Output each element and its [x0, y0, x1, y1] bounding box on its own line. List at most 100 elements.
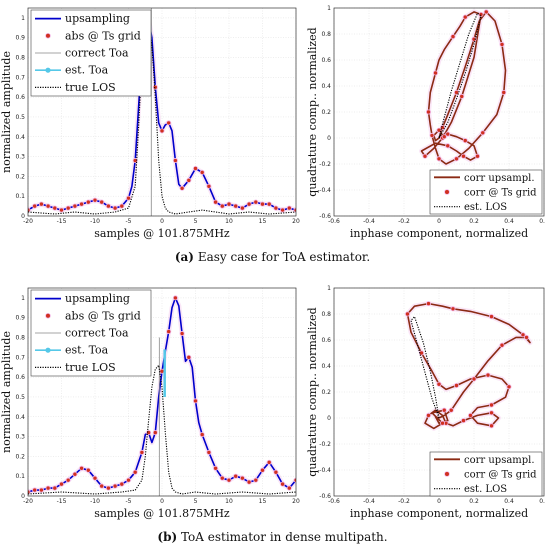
series-marker [79, 465, 85, 471]
plot-series-group [28, 295, 296, 496]
series-marker [429, 132, 435, 138]
x-tick-label: 20 [292, 498, 300, 505]
series-marker [92, 475, 98, 481]
x-tick-label: -0.2 [398, 218, 410, 225]
x-tick-label: 0.2 [469, 218, 479, 225]
legend-label: abs @ Ts grid [65, 29, 141, 42]
legend-label: est. Toa [65, 64, 109, 77]
series-marker [179, 185, 185, 191]
series-marker [239, 205, 245, 211]
legend-label: corr upsampl. [464, 173, 535, 184]
legend-label: upsampling [65, 292, 130, 305]
series-marker [425, 412, 431, 418]
series-dotted-line [28, 364, 296, 495]
caption-a-tag: (a) [174, 250, 194, 264]
series-marker [219, 475, 225, 481]
series-marker [206, 449, 212, 455]
x-tick-label: -0.6 [328, 218, 340, 225]
series-marker [467, 412, 473, 418]
legend-marker [444, 189, 450, 195]
series-marker [459, 93, 465, 99]
series-marker [436, 156, 442, 162]
plot-series-group [28, 8, 296, 216]
series-marker [126, 477, 132, 483]
series-marker [172, 158, 178, 164]
series-marker [253, 199, 259, 205]
y-tick-label: 0.6 [15, 94, 25, 101]
series-marker [273, 205, 279, 211]
series-marker [139, 449, 145, 455]
x-tick-label: -20 [23, 218, 33, 225]
caption-a: (a) Easy case for ToA estimator. [0, 250, 545, 264]
series-marker [59, 207, 65, 213]
series-marker [506, 384, 512, 390]
series-marker [186, 354, 192, 360]
series-marker [213, 465, 219, 471]
x-tick-label: -15 [57, 218, 67, 225]
series-marker [448, 407, 454, 413]
legend-label: abs @ Ts grid [65, 309, 141, 322]
axes-frame [27, 7, 297, 217]
caption-b-text: ToA estimator in dense multipath. [180, 530, 388, 544]
series-marker [501, 90, 507, 96]
y-tick-label: 1 [21, 295, 25, 302]
x-tick-label: -0.2 [398, 498, 410, 505]
y-tick-label: -0.2 [319, 161, 331, 168]
x-tick-label: 0.2 [469, 498, 479, 505]
x-axis-label: samples @ 101.875MHz [94, 227, 230, 240]
x-tick-label: -0.4 [363, 498, 375, 505]
x-tick-label: 10 [225, 498, 233, 505]
series-marker [266, 459, 272, 465]
series-marker [72, 203, 78, 209]
series-marker [266, 201, 272, 207]
y-tick-label: 0.8 [15, 335, 25, 342]
x-tick-label: -15 [57, 498, 67, 505]
series-marker [126, 195, 132, 201]
series-marker [474, 153, 480, 159]
series-marker [450, 306, 456, 312]
series-marker [85, 199, 91, 205]
series-marker [28, 207, 31, 213]
x-tick-label: -20 [23, 498, 33, 505]
series-marker [488, 314, 494, 320]
series-marker [462, 138, 468, 144]
series-marker [72, 471, 78, 477]
series-marker [286, 205, 292, 211]
series-marker [99, 483, 105, 489]
x-tick-label: 0 [160, 498, 164, 505]
series-marker [520, 332, 526, 338]
series-marker [485, 372, 491, 378]
x-axis-label: inphase component, normalized [350, 507, 528, 520]
x-tick-label: 15 [259, 498, 267, 505]
series-marker [233, 473, 239, 479]
y-tick-label: 0.9 [15, 315, 25, 322]
series-marker [32, 203, 38, 209]
y-tick-label: -0.6 [319, 493, 331, 500]
x-tick-label: 0.6 [539, 498, 545, 505]
legend-label: upsampling [65, 12, 130, 25]
series-marker [436, 381, 442, 387]
series-marker [226, 201, 232, 207]
panel-b-right-chart: -0.6 -0.4 -0.2 0 0.2 0.4 0.6 -0.6 -0.4 -0.2 0 0.2 0.… [306, 285, 545, 520]
series-marker [65, 205, 71, 211]
y-tick-label: 0 [327, 415, 331, 422]
y-tick-label: 0.4 [15, 414, 25, 421]
series-marker [524, 334, 530, 340]
legend-marker [45, 347, 51, 353]
series-marker [38, 201, 44, 207]
legend-label: true LOS [65, 81, 116, 94]
series-marker [105, 485, 111, 491]
x-tick-label: -0.4 [363, 218, 375, 225]
x-tick-label: -5 [126, 218, 132, 225]
y-tick-label: -0.2 [319, 441, 331, 448]
legend-label: corr @ Ts grid [464, 188, 537, 199]
x-axis-label: inphase component, normalized [350, 227, 528, 240]
legend-marker [45, 312, 51, 319]
x-tick-label: 5 [194, 218, 198, 225]
series-marker [246, 201, 252, 207]
y-tick-label: 0.4 [15, 134, 25, 141]
series-marker [436, 127, 442, 133]
y-tick-label: 0.3 [15, 434, 25, 441]
series-marker [233, 203, 239, 209]
series-marker [159, 128, 165, 134]
